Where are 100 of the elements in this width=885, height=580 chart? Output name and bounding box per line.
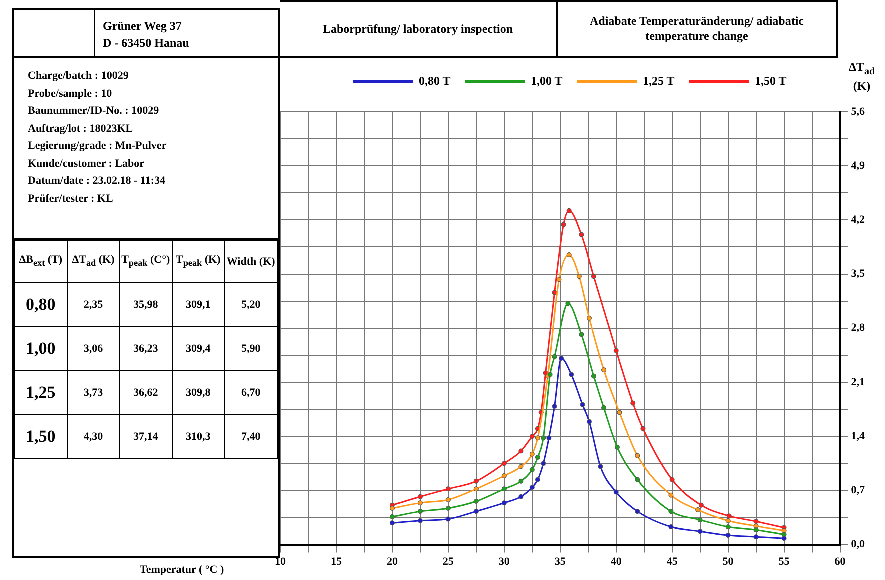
legend-label: 1,00 T [530,74,563,88]
point [518,494,524,500]
text: Baunummer/ID-No. : 10029 [28,104,160,119]
point [617,410,622,416]
text: T$_{peak}$ (K) [172,240,225,282]
text: Probe/sample : 10 [28,86,114,102]
y-tick-label: 0,0 [851,538,866,551]
text: 0,80 [14,282,68,326]
y-tick-label: 0,7 [851,484,866,497]
point [558,356,564,362]
point [535,477,540,482]
text: 309,4 [172,326,225,370]
point [579,232,584,238]
text: 3,06 [67,326,120,370]
text: 7,40 [224,414,278,458]
point [782,536,787,542]
point [598,464,604,470]
text: Auftrag/lot : 18023KL [28,122,134,136]
x-tick-label: 30 [498,556,510,568]
text: Legierung/grade : Mn-Pulver [28,139,168,154]
chart-subtitle: Adiabate Temperaturänderung/ adiabatic temperature change [558,0,838,58]
point [668,524,674,530]
text: ΔT$_{ad}$ (K) [67,240,120,282]
legend-label: 0,80 T [418,74,451,88]
x-tick-label: 60 [834,556,846,568]
point [552,354,558,360]
text: 6,70 [224,370,278,414]
point [698,502,704,508]
legend-label: 1,50 T [755,74,787,88]
point [502,474,507,479]
point [754,519,759,524]
point [530,467,535,472]
text: 36,62 [120,370,172,414]
point [556,277,562,282]
point [535,454,540,460]
x-tick-label: 35 [554,556,566,568]
text: Datum/date : 23.02.18 - 11:34 [28,174,166,189]
point [530,485,535,490]
x-axis-title: Temperatur ( °C ) [140,564,224,576]
x-tick-label: 25 [442,556,454,568]
point [614,348,619,354]
point [561,222,566,228]
point [390,514,395,520]
text: Kunde/customer : Labor [28,156,146,172]
text: ΔB$_{ext}$ (T) [14,240,68,282]
point [530,434,535,440]
point [418,500,423,506]
point [474,478,479,484]
text: 309,1 [172,282,225,326]
text: 36,23 [120,326,172,370]
point [418,494,423,500]
x-tick-label: 45 [666,556,678,568]
legend-label: 1,25 T [643,74,675,88]
point [630,400,636,406]
point [726,533,731,538]
point [418,518,423,524]
text: 2,35 [67,282,120,326]
text: 1,25 [14,370,68,414]
point [474,509,479,514]
point [668,492,674,498]
point [726,524,731,530]
point [591,374,596,379]
x-tick-label: 55 [778,556,790,568]
point [446,506,451,511]
text: 37,14 [120,414,172,458]
text: T$_{peak}$ (C°) [120,240,172,282]
text: D - 63450 Hanau [103,35,190,52]
point [502,500,507,506]
point [586,419,592,424]
point [614,490,619,495]
point [670,477,675,482]
point [580,402,586,408]
y-tick-label: 2,8 [851,322,866,334]
point [726,518,731,524]
point [446,497,451,502]
text: 1,50 [14,414,68,458]
point [635,477,640,482]
y-tick-label: 3,5 [851,268,866,280]
x-tick-label: 15 [330,556,342,568]
text: 3,73 [67,370,120,414]
point [530,452,535,457]
x-tick-label: 40 [610,556,622,568]
point [635,509,640,514]
point [579,332,584,338]
point [552,290,558,296]
text: Prüfer/tester : KL [28,192,114,206]
point [552,404,558,409]
text: Grüner Weg 37 [103,18,183,35]
y-axis-title: ΔT$_{ad}$ (K) [848,60,876,94]
point [566,252,572,258]
point [535,436,540,441]
y-tick-label: 1,4 [851,430,866,442]
point [614,444,620,450]
point [518,464,524,470]
x-tick-label: 20 [386,556,398,568]
point [541,436,546,441]
point [602,406,607,411]
point [541,461,546,466]
point [754,534,759,540]
chart-title: Laborprüfung/ laboratory inspection [280,0,558,58]
